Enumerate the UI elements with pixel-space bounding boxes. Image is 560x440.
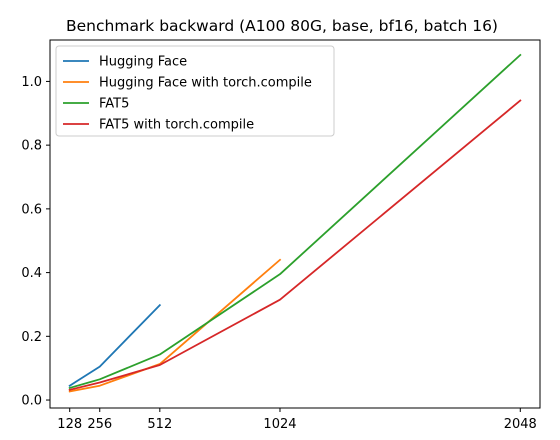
plot-area-frame <box>49 39 541 409</box>
y-tick-label: 0.2 <box>21 330 42 345</box>
y-tick-label: 0.4 <box>21 266 42 281</box>
x-tick-label: 2048 <box>504 417 537 432</box>
y-tick-label: 1.0 <box>21 75 42 90</box>
series-line-1 <box>68 258 282 393</box>
series-layer <box>68 53 522 393</box>
y-tick-label: 0.8 <box>21 139 42 154</box>
y-tick-label: 0.0 <box>21 394 42 409</box>
series-line-0 <box>68 303 162 387</box>
legend-box <box>55 45 335 137</box>
legend-label-3: FAT5 with torch.compile <box>99 118 254 133</box>
x-tick-label: 256 <box>87 417 112 432</box>
series-line-2 <box>68 53 522 390</box>
legend-label-1: Hugging Face with torch.compile <box>99 76 312 91</box>
legend-label-2: FAT5 <box>99 97 129 112</box>
legend-label-0: Hugging Face <box>99 55 187 70</box>
chart-title: Benchmark backward (A100 80G, base, bf16… <box>66 17 498 35</box>
x-tick-label: 128 <box>57 417 82 432</box>
y-axis: 0.0 0.2 0.4 0.6 0.8 1.0 <box>21 75 50 409</box>
series-line-3 <box>68 99 522 391</box>
x-tick-label: 512 <box>147 417 172 432</box>
legend: Hugging Face Hugging Face with torch.comp… <box>55 45 335 137</box>
y-tick-label: 0.6 <box>21 202 42 217</box>
x-axis: 128 256 512 1024 2048 <box>57 408 537 432</box>
x-tick-label: 1024 <box>263 417 296 432</box>
